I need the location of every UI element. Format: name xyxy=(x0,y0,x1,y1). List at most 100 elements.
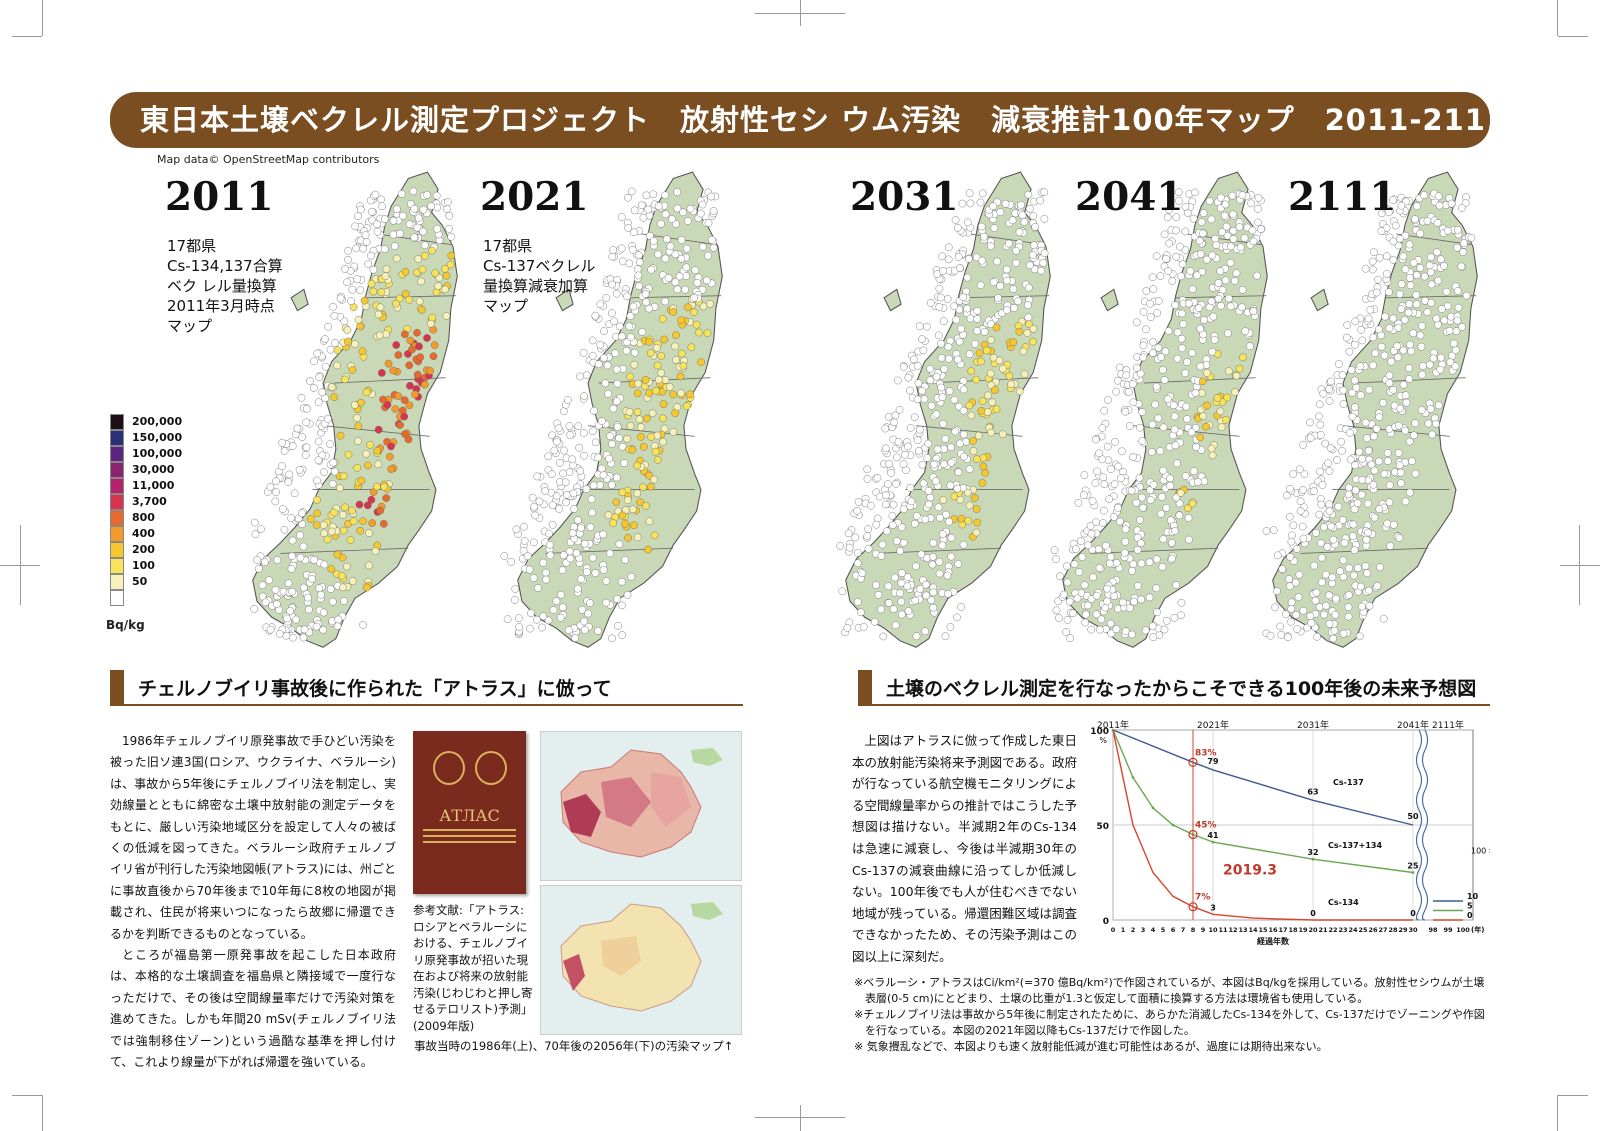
measurement-dot xyxy=(1351,486,1360,495)
measurement-dot xyxy=(1124,388,1133,396)
measurement-dot xyxy=(1389,196,1397,204)
measurement-dot xyxy=(1357,490,1366,499)
measurement-dot xyxy=(1158,493,1166,501)
measurement-dot xyxy=(301,451,310,459)
measurement-dot xyxy=(1216,193,1225,202)
measurement-dot xyxy=(1383,449,1392,457)
measurement-dot xyxy=(527,609,535,617)
measurement-dot xyxy=(599,566,608,574)
measurement-dot xyxy=(367,279,376,288)
measurement-dot xyxy=(447,251,456,260)
measurement-dot xyxy=(1087,530,1096,538)
measurement-dot xyxy=(892,453,901,462)
measurement-dot xyxy=(1229,226,1238,235)
measurement-dot xyxy=(1118,447,1126,456)
measurement-dot xyxy=(396,229,404,238)
measurement-dot xyxy=(1100,480,1109,489)
measurement-dot xyxy=(1381,312,1389,321)
page-title: 東日本土壌ベクレル測定プロジェクト 放射性セシ ウム汚染 減衰推計100年マップ… xyxy=(140,103,1490,137)
measurement-dot xyxy=(278,462,286,470)
measurement-dot xyxy=(1396,404,1405,413)
measurement-dot xyxy=(1317,539,1325,547)
measurement-dot xyxy=(661,376,670,384)
measurement-dot xyxy=(627,572,636,581)
footnote: ※チェルノブイリ法は事故から5年後に制定されたために、あらかた消滅したCs-13… xyxy=(854,1008,1485,1037)
measurement-dot xyxy=(1132,498,1141,507)
measurement-dot xyxy=(1091,479,1100,487)
measurement-dot xyxy=(853,549,862,557)
measurement-dot xyxy=(1299,486,1307,494)
measurement-dot xyxy=(1025,320,1033,329)
legend-swatch xyxy=(110,510,124,526)
measurement-dot xyxy=(603,361,612,370)
measurement-dot xyxy=(1328,573,1337,582)
measurement-dot xyxy=(910,355,918,364)
measurement-dot xyxy=(686,390,694,399)
measurement-dot xyxy=(618,488,627,497)
measurement-dot xyxy=(1391,221,1400,230)
measurement-dot xyxy=(608,440,616,448)
measurement-dot xyxy=(362,449,371,458)
measurement-dot xyxy=(580,626,589,634)
measurement-dot xyxy=(954,355,962,364)
measurement-dot xyxy=(643,414,651,423)
measurement-dot xyxy=(1294,593,1303,601)
measurement-dot xyxy=(895,405,904,414)
measurement-dot xyxy=(684,217,692,225)
x-tick-label: 18 xyxy=(1288,926,1298,934)
measurement-dot xyxy=(1344,603,1353,611)
measurement-dot xyxy=(1339,386,1348,395)
measurement-dot xyxy=(366,440,374,449)
measurement-dot xyxy=(1183,415,1191,423)
measurement-dot xyxy=(903,573,912,581)
measurement-dot xyxy=(280,525,289,534)
measurement-dot xyxy=(629,505,637,514)
measurement-dot xyxy=(650,475,658,484)
measurement-dot xyxy=(374,310,383,319)
measurement-dot xyxy=(940,460,948,468)
measurement-dot xyxy=(1172,213,1181,222)
measurement-dot xyxy=(899,362,908,371)
measurement-dot xyxy=(612,498,621,506)
measurement-dot xyxy=(1088,497,1097,505)
measurement-dot xyxy=(1327,522,1336,531)
measurement-dot xyxy=(306,515,315,523)
measurement-dot xyxy=(627,187,636,196)
measurement-dot xyxy=(635,251,643,260)
measurement-dot xyxy=(574,422,583,431)
measurement-dot xyxy=(278,438,286,447)
measurement-dot xyxy=(608,634,616,643)
measurement-dot xyxy=(1183,504,1192,512)
measurement-dot xyxy=(1289,470,1298,478)
measurement-dot xyxy=(596,300,605,309)
measurement-dot xyxy=(618,601,626,610)
measurement-dot xyxy=(958,199,967,208)
measurement-dot xyxy=(594,360,603,369)
measurement-dot xyxy=(704,219,713,227)
measurement-dot xyxy=(653,361,662,370)
measurement-dot xyxy=(369,287,378,296)
measurement-dot xyxy=(1377,227,1386,235)
measurement-dot xyxy=(1423,217,1432,225)
measurement-dot xyxy=(1239,353,1247,362)
measurement-dot xyxy=(904,607,913,615)
measurement-dot xyxy=(1375,457,1383,466)
measurement-dot xyxy=(354,315,363,324)
measurement-dot xyxy=(630,348,639,357)
measurement-dot xyxy=(926,376,935,385)
measurement-dot xyxy=(1199,229,1207,238)
top-year-label: 2021年 xyxy=(1197,719,1229,731)
measurement-dot xyxy=(1154,343,1163,352)
measurement-dot xyxy=(1432,314,1441,323)
measurement-dot xyxy=(1361,418,1370,427)
measurement-dot xyxy=(1226,258,1235,267)
measurement-dot xyxy=(389,366,398,375)
measurement-dot xyxy=(690,308,698,317)
measurement-dot xyxy=(1166,481,1175,490)
measurement-dot xyxy=(916,585,925,593)
measurement-dot xyxy=(319,626,327,634)
measurement-dot xyxy=(1167,538,1176,547)
measurement-dot xyxy=(922,580,930,589)
measurement-dot xyxy=(1383,457,1392,465)
x-tick-label: 99 xyxy=(1443,926,1453,934)
